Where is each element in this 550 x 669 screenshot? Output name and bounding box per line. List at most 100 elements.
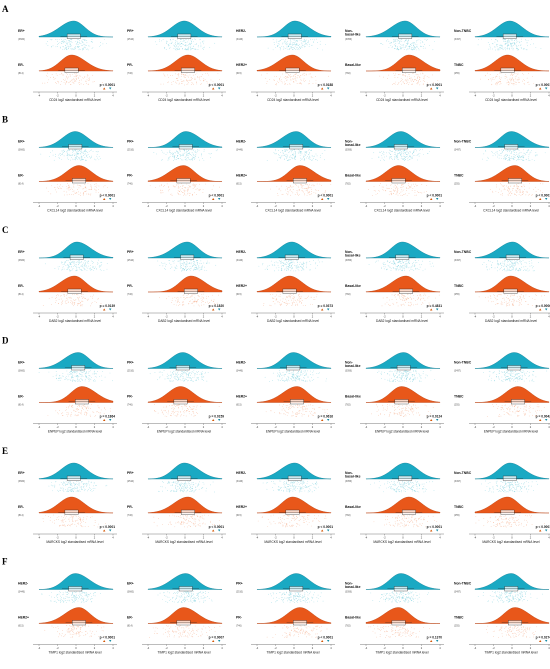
top-data-point [99,42,101,43]
top-data-point [402,270,404,271]
bottom-data-point [62,300,64,302]
x-tick-label: 2 [94,204,96,208]
top-data-point [112,380,113,382]
top-data-point [301,268,303,270]
top-data-point [511,39,513,41]
top-data-point [86,266,88,268]
top-data-point [59,155,61,157]
top-data-point [288,152,290,154]
bottom-data-point [310,297,312,298]
top-data-point [414,46,416,47]
top-data-point [185,49,187,51]
top-data-point [177,377,179,378]
top-data-point [182,153,184,155]
x-tick-label: 2 [312,204,314,208]
top-data-point [408,270,410,272]
bottom-data-point [93,81,95,82]
top-data-point [77,371,78,373]
top-data-point [383,160,385,161]
top-data-point [281,269,282,271]
top-data-point [415,149,417,150]
bottom-density-cloud [474,165,550,182]
top-data-point [77,266,79,268]
top-data-point [513,268,514,270]
top-data-point [413,44,414,46]
bottom-data-point [525,194,527,196]
bottom-data-point [491,79,493,80]
top-data-point [393,159,395,161]
top-data-point [413,265,415,267]
top-data-point [86,261,88,263]
bottom-data-point [279,302,280,304]
top-data-point [296,265,298,266]
top-data-point [502,49,504,51]
top-data-point [65,47,67,49]
bottom-data-point [294,194,296,195]
top-data-point [78,46,80,48]
top-data-point [302,40,304,42]
top-data-point [198,45,199,47]
top-data-point [185,262,187,264]
top-data-point [530,151,532,153]
bottom-data-point [179,191,180,192]
bottom-data-point [206,81,208,82]
top-data-point [204,266,206,268]
top-data-point [403,150,405,152]
top-data-point [487,42,489,43]
top-data-point [206,263,208,265]
top-data-point [303,159,305,160]
top-data-point [277,159,278,161]
bottom-data-point [517,74,519,75]
top-data-point [171,43,172,45]
top-data-point [68,379,70,381]
top-data-point [64,39,66,40]
top-data-point [189,266,191,267]
top-data-point [77,152,78,154]
bottom-data-point [81,300,83,302]
top-data-point [417,39,419,41]
bottom-data-point [187,193,189,195]
bottom-data-point [517,188,519,190]
bottom-data-point [92,411,94,413]
bottom-data-point [194,184,196,186]
bottom-data-point [219,186,220,188]
top-data-point [525,158,527,160]
top-data-point [413,42,415,43]
top-data-point [78,260,79,262]
top-data-point [291,47,293,49]
top-data-point [194,49,196,50]
x-axis-label: CXCL14 log2 standardised mRNA level [47,209,103,213]
bottom-data-point [199,80,201,81]
bottom-data-point [518,81,519,83]
top-data-point [396,267,398,269]
bottom-data-point [524,189,525,190]
bottom-data-point [520,304,522,305]
bottom-data-point [74,81,75,83]
top-data-point [62,40,63,42]
top-data-point [378,156,380,158]
bottom-data-point [203,293,204,295]
top-data-point [292,45,294,46]
bottom-data-point [177,411,178,413]
bottom-data-point [402,184,403,186]
top-data-point [288,265,290,267]
top-data-point [88,371,90,373]
bottom-data-point [303,184,305,186]
top-data-point [176,150,178,151]
bottom-data-point [508,78,510,80]
top-data-point [389,261,391,263]
bottom-data-point [397,190,399,191]
top-data-point [62,261,63,263]
top-data-point [412,42,413,44]
top-data-point [510,46,512,48]
bottom-group-label: PR- [127,174,133,178]
bottom-data-point [511,295,513,297]
top-data-point [531,39,533,40]
top-data-point [508,39,510,41]
bottom-data-point [416,185,418,186]
bottom-data-point [192,301,194,303]
top-data-point [163,152,165,154]
top-data-point [307,156,308,157]
bottom-data-point [310,76,312,77]
bottom-data-point [396,187,398,189]
